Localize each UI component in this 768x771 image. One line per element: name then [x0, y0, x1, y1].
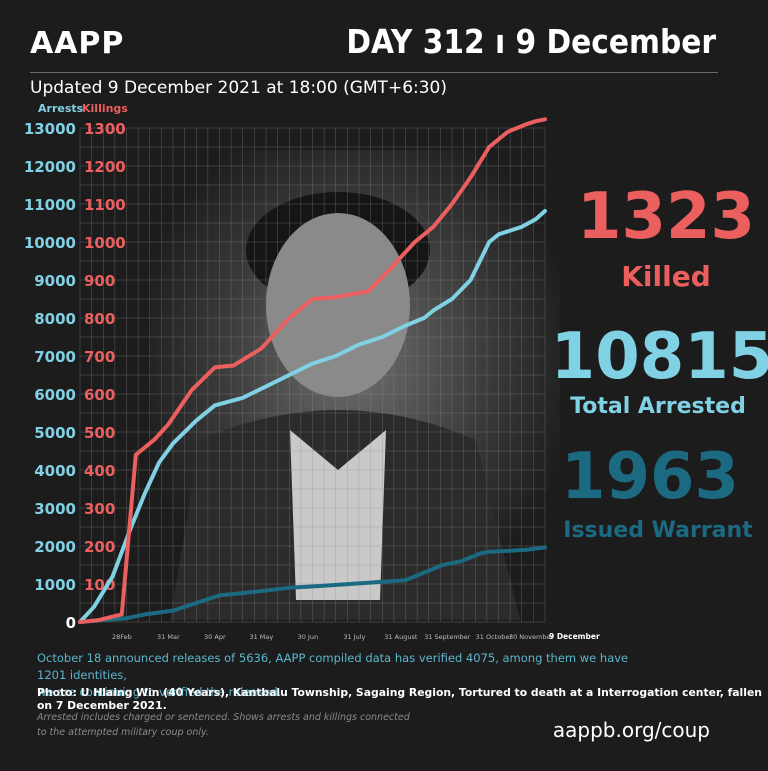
right-tick-label: 1000 [84, 234, 126, 252]
right-tick-label: 700 [84, 348, 115, 366]
right-tick-label: 1200 [84, 158, 126, 176]
left-tick-label: 0 [66, 614, 76, 632]
x-tick-label: 31 Mar [157, 633, 180, 641]
left-tick-label: 4000 [34, 462, 76, 480]
right-tick-label: 300 [84, 500, 115, 518]
x-tick-label: 31 October [476, 633, 513, 641]
x-tick-label: 28Feb [112, 633, 132, 641]
photo-caption: Photo: U Hlaing Win (40 Years), Kantbalu… [37, 686, 762, 712]
chart-grid [79, 127, 546, 623]
series-lines [78, 117, 547, 624]
footnote-line2: to the attempted military coup only. [37, 727, 209, 738]
x-tick-label: 31 August [384, 633, 418, 641]
x-tick-label: 30 Apr [204, 633, 226, 641]
killed-count: 1323 [576, 180, 756, 254]
series-line-killings [78, 117, 547, 624]
release-note: October 18 announced releases of 5636, A… [37, 650, 637, 701]
left-tick-label: 6000 [34, 386, 76, 404]
left-tick-label: 9000 [34, 272, 76, 290]
right-axis: 100 200 300 400 500 600 700 800 900 1000 1100 1200 1… [84, 120, 126, 594]
website-link[interactable]: aappb.org/coup [552, 718, 710, 742]
right-tick-label: 200 [84, 538, 115, 556]
x-axis: 28Feb 31 Mar 30 Apr 31 May 30 Jun 31 July 31 A… [112, 632, 600, 641]
x-tick-label: 30 November [509, 633, 553, 641]
release-note-line2: we are continuing to verified the releas… [37, 685, 282, 699]
brand-logo: AAPP [30, 26, 125, 61]
left-tick-label: 1000 [34, 576, 76, 594]
day-counter: DAY 312 ı 9 December [346, 22, 716, 61]
left-tick-label: 5000 [34, 424, 76, 442]
left-tick-label: 10000 [24, 234, 76, 252]
left-tick-label: 8000 [34, 310, 76, 328]
series-line-issued-warrant [78, 545, 547, 624]
left-tick-label: 11000 [24, 196, 76, 214]
chart-canvas: 0 1000 2000 3000 4000 5000 6000 7000 8000 9000 100… [24, 102, 600, 641]
warrant-count: 1963 [560, 440, 740, 514]
right-axis-label: Killings [82, 102, 128, 115]
left-axis: 0 1000 2000 3000 4000 5000 6000 7000 8000 9000 100… [24, 120, 76, 632]
left-tick-label: 13000 [24, 120, 76, 138]
x-tick-label: 31 May [249, 633, 273, 641]
right-tick-label: 100 [84, 576, 115, 594]
arrested-count: 10815 [550, 320, 768, 394]
x-tick-label: 30 Jun [298, 633, 319, 641]
x-tick-label: 31 July [343, 633, 365, 641]
x-tick-label: 31 September [424, 633, 471, 641]
footnote-line1: Arrested includes charged or sentenced. … [37, 712, 410, 723]
left-tick-label: 12000 [24, 158, 76, 176]
right-tick-label: 500 [84, 424, 115, 442]
left-axis-label: Arrests [38, 102, 84, 115]
right-tick-label: 800 [84, 310, 115, 328]
left-tick-label: 3000 [34, 500, 76, 518]
footnote: Arrested includes charged or sentenced. … [37, 710, 457, 740]
right-tick-label: 600 [84, 386, 115, 404]
arrested-label: Total Arrested [570, 394, 746, 419]
portrait-photo [150, 150, 560, 620]
right-tick-label: 900 [84, 272, 115, 290]
x-tick-label: 9 December [549, 632, 600, 641]
series-line-arrests [78, 209, 547, 624]
left-tick-label: 7000 [34, 348, 76, 366]
right-tick-label: 1300 [84, 120, 126, 138]
release-note-line1: October 18 announced releases of 5636, A… [37, 651, 629, 682]
warrant-label: Issued Warrant [563, 518, 753, 543]
left-tick-label: 2000 [34, 538, 76, 556]
updated-timestamp: Updated 9 December 2021 at 18:00 (GMT+6:… [30, 78, 447, 98]
header-divider [30, 72, 718, 73]
right-tick-label: 400 [84, 462, 115, 480]
right-tick-label: 1100 [84, 196, 126, 214]
killed-label: Killed [621, 260, 711, 293]
